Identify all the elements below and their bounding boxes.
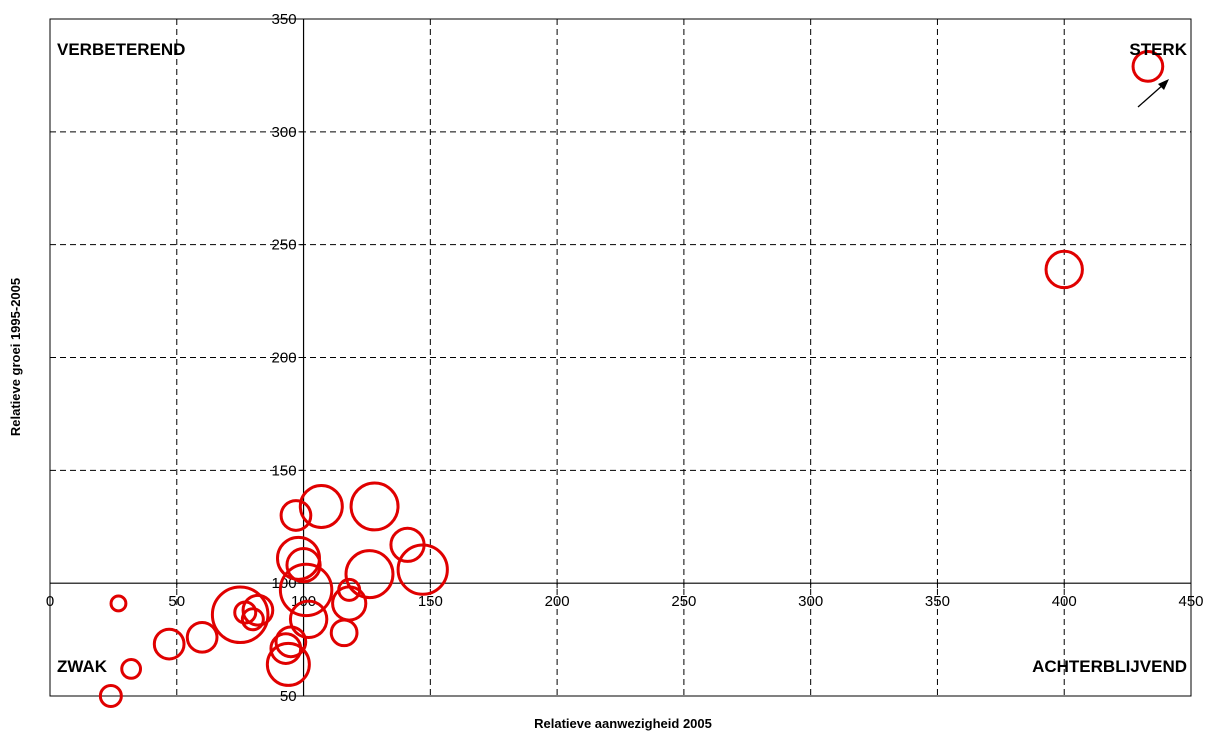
y-tick-label: 350	[272, 11, 297, 28]
quadrant-label-top-left: VERBETEREND	[57, 40, 185, 59]
data-point-24	[351, 483, 398, 530]
y-tick-label: 50	[280, 688, 297, 705]
y-tick-label: 150	[272, 462, 297, 479]
data-point-14	[281, 501, 311, 531]
y-axis-title: Relatieve groei 1995-2005	[8, 278, 23, 436]
data-point-15	[277, 537, 319, 579]
x-axis-title: Relatieve aanwezigheid 2005	[534, 716, 712, 731]
data-point-22	[333, 587, 366, 620]
x-tick-label: 300	[798, 593, 823, 610]
data-point-12	[276, 627, 306, 657]
direction-arrow-icon	[1138, 79, 1169, 107]
y-tick-label: 200	[272, 350, 297, 367]
data-point-20	[331, 620, 357, 646]
quadrant-label-bottom-right: ACHTERBLIJVEND	[1032, 657, 1187, 676]
y-tick-label: 250	[272, 237, 297, 254]
quadrant-label-bottom-left: ZWAK	[57, 657, 108, 676]
x-tick-label: 0	[46, 593, 54, 610]
data-point-3	[122, 660, 141, 679]
x-tick-label: 350	[925, 593, 950, 610]
x-tick-label: 250	[671, 593, 696, 610]
x-tick-label: 200	[545, 593, 570, 610]
data-point-2	[111, 596, 126, 611]
x-tick-label: 50	[168, 593, 185, 610]
quadrant-label-top-right: STERK	[1129, 40, 1187, 59]
data-point-6	[187, 622, 217, 652]
x-tick-label: 450	[1178, 593, 1203, 610]
data-point-5	[154, 629, 184, 659]
x-tick-label: 400	[1052, 593, 1077, 610]
data-point-23	[346, 551, 393, 598]
data-points	[100, 52, 1162, 707]
y-tick-label: 300	[272, 124, 297, 141]
